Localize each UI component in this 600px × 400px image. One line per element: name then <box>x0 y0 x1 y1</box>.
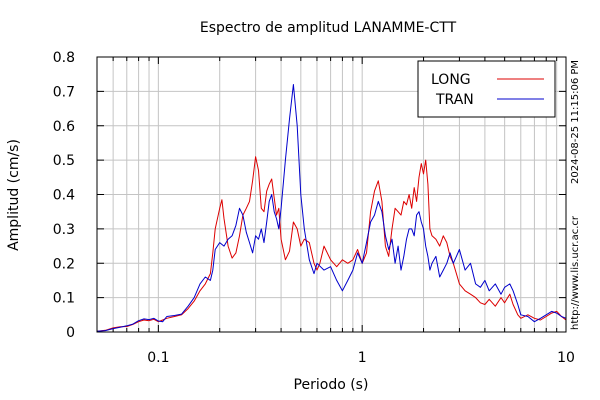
y-tick-label: 0.5 <box>53 153 75 169</box>
series-line-long <box>96 156 567 332</box>
x-tick-label: 10 <box>557 350 575 366</box>
plot-frame <box>96 56 567 333</box>
y-tick-label: 0.6 <box>53 119 75 135</box>
x-tick-label: 1 <box>358 350 367 366</box>
y-tick-label: 0.3 <box>53 222 75 238</box>
x-axis-ticks: 0.1 1 10 <box>147 350 575 366</box>
chart-title: Espectro de amplitud LANAMME-CTT <box>200 20 457 36</box>
y-tick-label: 0.2 <box>53 256 75 272</box>
source-url-label: http://www.lis.ucr.ac.cr <box>570 215 581 330</box>
y-tick-label: 0.1 <box>53 291 75 307</box>
y-tick-label: 0.8 <box>53 50 75 66</box>
legend-label-tran: TRAN <box>435 92 474 108</box>
y-tick-label: 0 <box>66 325 75 341</box>
legend: LONG TRAN <box>417 60 556 118</box>
plot-lines <box>96 84 567 332</box>
y-axis-ticks: 0 0.1 0.2 0.3 0.4 0.5 0.6 0.7 0.8 <box>53 50 75 341</box>
y-axis-label: Amplitud (cm/s) <box>6 139 22 251</box>
legend-box <box>417 60 556 118</box>
timestamp-label: 2024-08-25 11:15:06 PM <box>570 60 581 184</box>
y-tick-label: 0.4 <box>53 188 75 204</box>
x-tick-label: 0.1 <box>147 350 169 366</box>
y-tick-label: 0.7 <box>53 84 75 100</box>
series-line-tran <box>96 84 567 332</box>
x-axis-label: Periodo (s) <box>294 377 369 393</box>
legend-label-long: LONG <box>431 72 471 88</box>
